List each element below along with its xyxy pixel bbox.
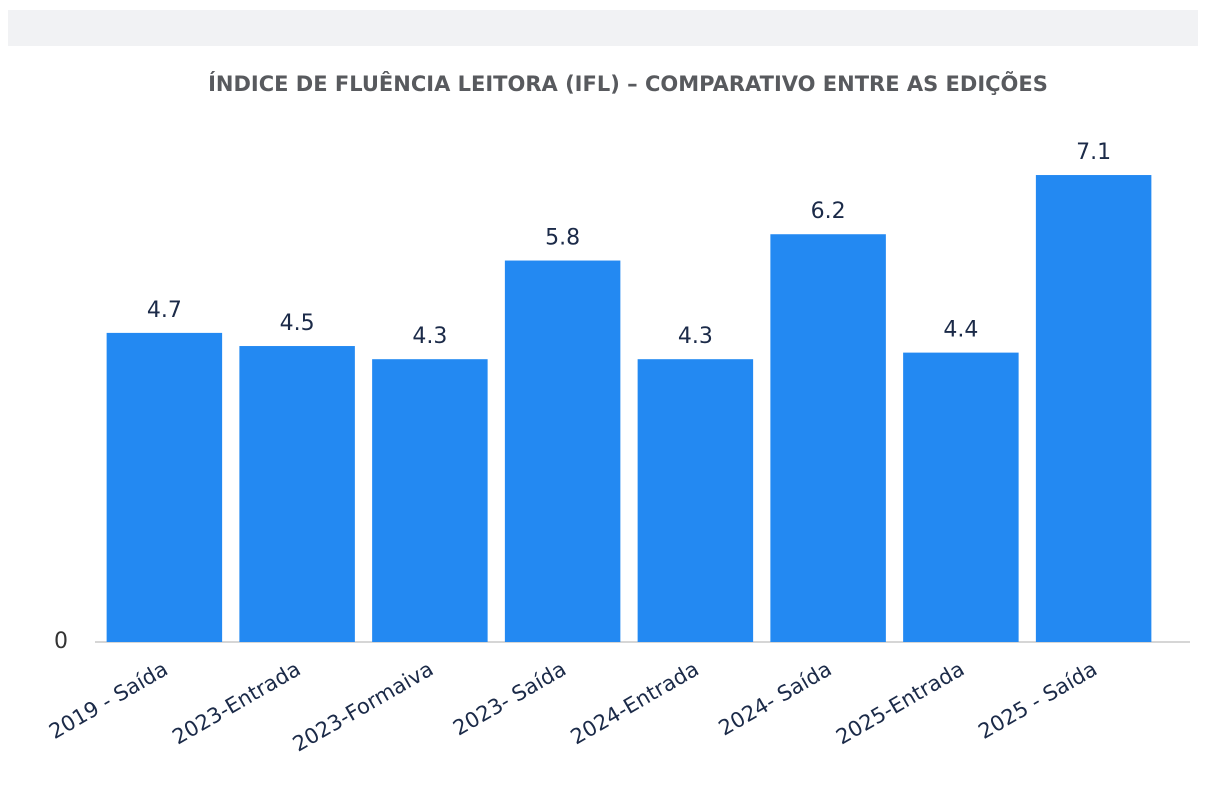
bar — [239, 346, 355, 642]
value-label: 5.8 — [545, 226, 580, 251]
header-band — [8, 10, 1198, 46]
value-label: 4.3 — [412, 324, 447, 349]
value-label: 4.4 — [943, 318, 978, 343]
bar — [1035, 175, 1152, 643]
value-label: 4.3 — [678, 324, 713, 349]
bar — [903, 352, 1019, 642]
bar — [504, 260, 621, 642]
value-label: 7.1 — [1076, 140, 1111, 165]
value-label: 4.5 — [280, 311, 315, 336]
chart-title: ÍNDICE DE FLUÊNCIA LEITORA (IFL) – COMPA… — [208, 71, 1048, 96]
value-label: 4.7 — [147, 298, 182, 323]
bar — [637, 359, 754, 642]
value-label: 6.2 — [811, 199, 846, 224]
bar — [372, 359, 488, 642]
bar — [770, 234, 886, 642]
bar — [106, 332, 223, 642]
y-tick-label: 0 — [54, 629, 68, 654]
